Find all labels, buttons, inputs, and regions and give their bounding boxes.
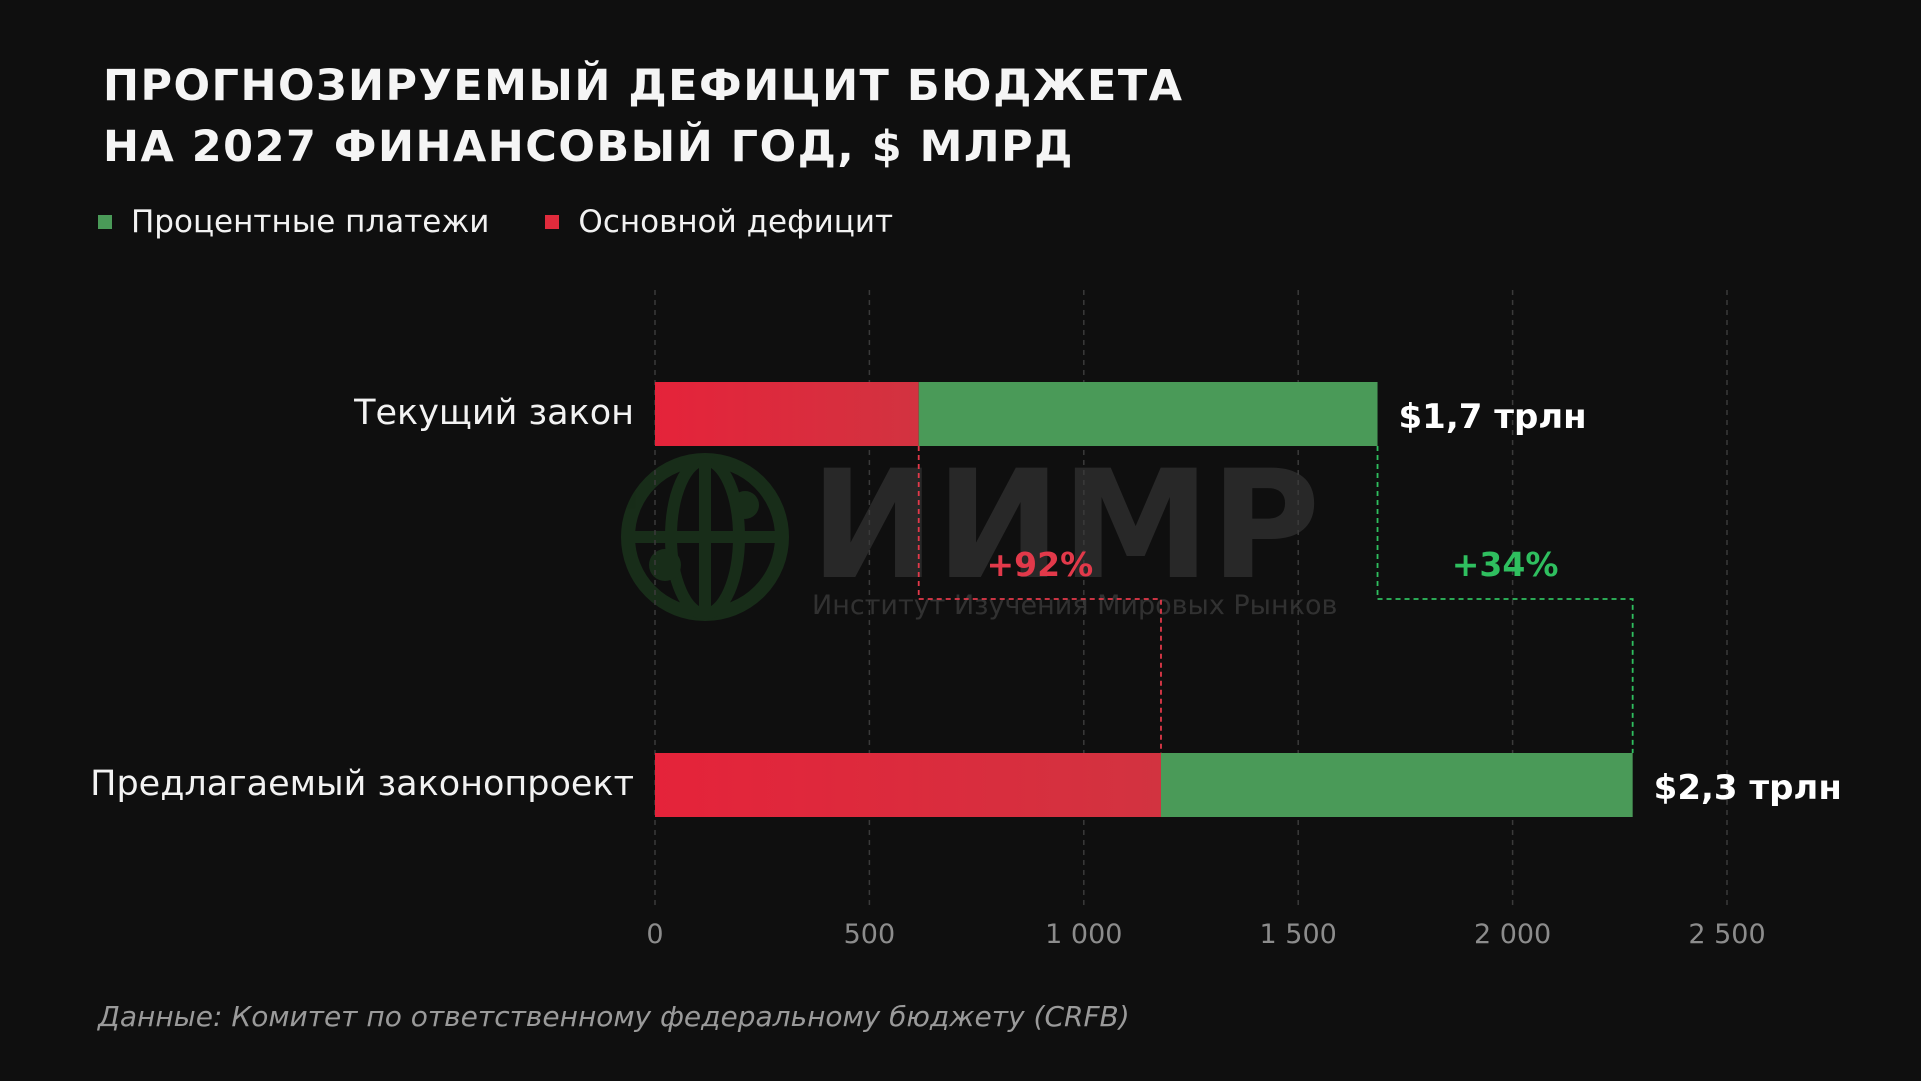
x-tick-label: 500: [844, 919, 896, 950]
legend-label-interest: Процентные платежи: [131, 204, 490, 240]
x-tick-label: 1 500: [1260, 919, 1337, 950]
legend: Процентные платежи Основной дефицит: [98, 204, 949, 240]
x-tick-label: 1 000: [1045, 919, 1122, 950]
x-tick-label: 0: [646, 919, 663, 950]
chart-title: Прогнозируемый дефицит бюджета на 2027 ф…: [103, 56, 1403, 178]
change-label-interest-payments: +34%: [1452, 545, 1559, 584]
x-tick-label: 2 500: [1688, 919, 1765, 950]
legend-swatch-primary: [545, 215, 560, 229]
watermark-subtitle: Институт Изучения Мировых Рынков: [812, 590, 1337, 621]
category-label: Предлагаемый законопроект: [90, 764, 634, 804]
connector-primary-deficit: [917, 446, 1162, 753]
bar-primary-deficit: [655, 382, 919, 446]
connector-interest-payments: [1376, 446, 1634, 753]
chart-title-line-2: на 2027 финансовый год, $ млрд: [103, 122, 1074, 172]
bar-interest-payments: [1160, 753, 1633, 817]
legend-item-primary: Основной дефицит: [545, 204, 893, 240]
bar-interest-payments: [918, 382, 1378, 446]
total-label: $1,7 трлн: [1399, 397, 1587, 437]
category-label: Текущий закон: [353, 393, 634, 433]
source-note: Данные: Комитет по ответственному федера…: [98, 1000, 1130, 1033]
legend-label-primary: Основной дефицит: [578, 204, 894, 240]
watermark-name: ИИМР: [810, 439, 1320, 613]
globe-logo-icon: [621, 453, 789, 621]
chart-title-line-1: Прогнозируемый дефицит бюджета: [103, 61, 1184, 111]
change-label-primary-deficit: +92%: [987, 545, 1094, 584]
legend-item-interest: Процентные платежи: [98, 204, 489, 240]
legend-swatch-interest: [98, 215, 112, 229]
x-tick-label: 2 000: [1474, 919, 1551, 950]
total-label: $2,3 трлн: [1654, 768, 1842, 808]
bar-primary-deficit: [655, 753, 1161, 817]
